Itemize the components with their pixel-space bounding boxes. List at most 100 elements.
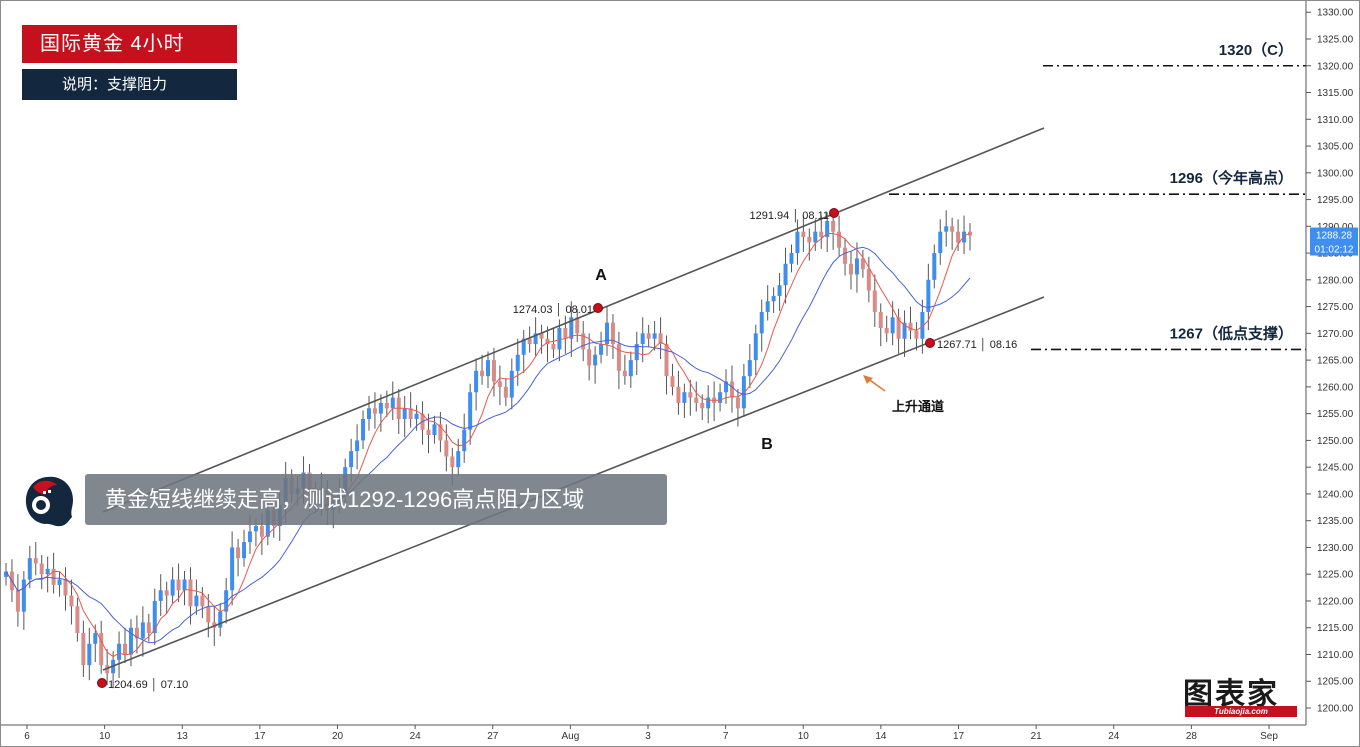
- candle-up: [87, 643, 92, 666]
- candle-up: [789, 253, 794, 264]
- candle-up: [825, 220, 830, 238]
- candle-up: [355, 440, 360, 452]
- candle-up: [706, 397, 711, 409]
- candle-down: [176, 579, 181, 591]
- candle-down: [259, 526, 264, 537]
- swing-point-marker: [97, 678, 107, 688]
- brand-logo-url: Tubiaojia.com: [1185, 706, 1297, 717]
- candle-down: [15, 590, 20, 612]
- candle-up: [515, 354, 520, 371]
- level-label: 1320（C）: [1219, 41, 1293, 59]
- candle-down: [670, 376, 675, 387]
- candle-down: [99, 633, 104, 666]
- candle-up: [21, 579, 26, 612]
- candle-down: [81, 633, 86, 666]
- candle-up: [45, 568, 50, 575]
- candle-up: [158, 590, 163, 601]
- price-tick-label: 1290.00: [1317, 222, 1354, 233]
- ma-slow-line: [5, 246, 971, 644]
- candle-up: [599, 344, 604, 355]
- candle-up: [747, 360, 752, 377]
- ma-fast-line: [5, 232, 971, 658]
- candle-up: [718, 392, 723, 403]
- candle-down: [914, 330, 919, 339]
- price-tick-label: 1275.00: [1317, 302, 1354, 313]
- swing-point-label: 1204.69 │ 07.10: [108, 677, 188, 692]
- candle-up: [4, 571, 8, 577]
- candle-up: [753, 333, 758, 361]
- candle-down: [527, 338, 532, 345]
- candle-up: [628, 360, 633, 377]
- candle-up: [247, 531, 252, 543]
- price-tick-label: 1250.00: [1317, 436, 1354, 447]
- candle-down: [610, 322, 615, 345]
- candle-down: [164, 590, 169, 596]
- candle-down: [807, 237, 812, 243]
- candle-down: [503, 386, 508, 398]
- candle-up: [486, 360, 490, 377]
- candle-down: [664, 344, 669, 377]
- candle-up: [361, 418, 366, 441]
- candle-up: [93, 633, 98, 644]
- price-tick-label: 1325.00: [1317, 35, 1354, 46]
- candle-down: [581, 333, 586, 350]
- candle-down: [735, 397, 740, 409]
- candle-up: [521, 338, 526, 355]
- candle-down: [206, 606, 211, 623]
- candle-up: [926, 279, 931, 312]
- avatar-icon: [25, 476, 73, 527]
- candle-up: [128, 627, 133, 655]
- candle-down: [539, 333, 544, 339]
- swing-point-marker: [593, 303, 603, 313]
- candle-up: [854, 258, 859, 275]
- time-tick-label: 24: [1108, 731, 1120, 742]
- price-tick-label: 1220.00: [1317, 596, 1354, 607]
- candle-down: [872, 290, 877, 312]
- time-tick-label: 13: [177, 731, 189, 742]
- candle-up: [569, 317, 574, 339]
- candle-up: [468, 392, 473, 430]
- candle-down: [729, 381, 734, 398]
- candle-down: [801, 231, 806, 238]
- candle-down: [646, 333, 651, 339]
- candle-down: [480, 370, 485, 377]
- price-tick-label: 1225.00: [1317, 570, 1354, 581]
- price-tick-label: 1260.00: [1317, 382, 1354, 393]
- candle-down: [200, 595, 205, 607]
- time-tick-label: 14: [875, 731, 887, 742]
- price-tick-label: 1295.00: [1317, 195, 1354, 206]
- price-tick-label: 1270.00: [1317, 329, 1354, 340]
- candle-up: [605, 322, 610, 345]
- brand-logo: 图表家 Tubiaojia.com: [1183, 669, 1305, 719]
- swing-point-label: 1291.94 │ 08.11: [750, 208, 829, 223]
- candle-up: [682, 392, 687, 403]
- chart-title: 国际黄金 4小时: [22, 25, 237, 63]
- candle-up: [27, 558, 32, 580]
- countdown-tag: [1310, 241, 1358, 256]
- price-tick-label: 1315.00: [1317, 88, 1354, 99]
- price-tick-label: 1200.00: [1317, 704, 1354, 715]
- candle-down: [848, 263, 853, 275]
- candle-up: [724, 381, 729, 393]
- candle-up: [533, 333, 538, 345]
- candle-down: [837, 231, 842, 248]
- candle-up: [366, 408, 371, 419]
- candle-up: [652, 333, 657, 339]
- level-label: 1267（低点支撑）: [1170, 324, 1293, 342]
- candle-up: [456, 451, 461, 468]
- candle-down: [831, 220, 836, 232]
- candle-down: [616, 344, 621, 371]
- candle-down: [860, 258, 865, 270]
- time-tick-label: 7: [723, 731, 729, 742]
- time-tick-label: 21: [1031, 731, 1043, 742]
- time-tick-label: Aug: [561, 731, 579, 742]
- time-tick-label: 27: [487, 731, 499, 742]
- candle-up: [117, 643, 122, 660]
- price-tick-label: 1205.00: [1317, 677, 1354, 688]
- candle-down: [896, 317, 901, 339]
- price-tick-label: 1310.00: [1317, 115, 1354, 126]
- candle-down: [694, 397, 699, 403]
- candle-up: [402, 408, 407, 419]
- candle-up: [432, 424, 437, 436]
- time-tick-label: 10: [798, 731, 810, 742]
